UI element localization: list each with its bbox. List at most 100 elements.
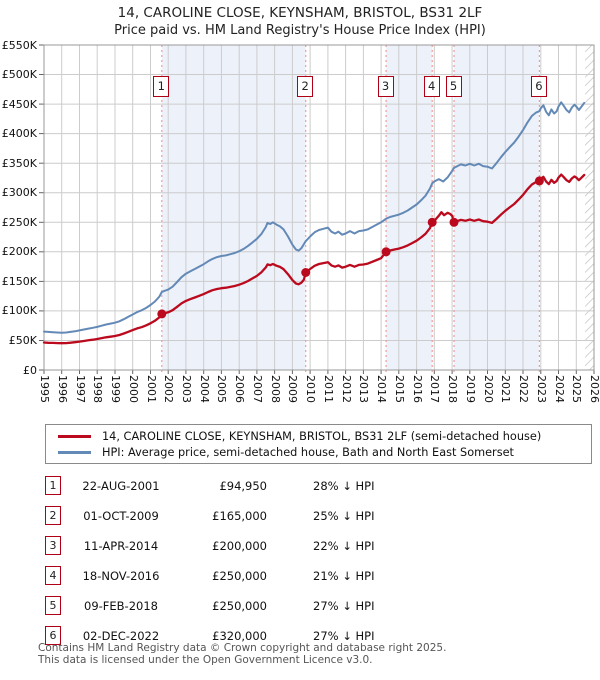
x-axis-label: 2009 xyxy=(286,375,300,403)
row-number-badge: 1 xyxy=(45,476,61,495)
sale-hpi-delta: 27% ↓ HPI xyxy=(313,629,375,643)
x-axis-label: 2000 xyxy=(126,375,140,403)
x-axis-label: 2026 xyxy=(588,375,600,403)
x-axis-label: 2003 xyxy=(179,375,193,403)
x-axis-label: 2010 xyxy=(304,375,318,403)
row-number-badge: 5 xyxy=(45,596,61,615)
table-row: 4 18-NOV-2016 £250,000 21% ↓ HPI xyxy=(0,566,600,596)
legend-line-swatch xyxy=(58,450,91,454)
x-axis-label: 2001 xyxy=(144,375,158,403)
row-number-badge: 2 xyxy=(45,506,61,525)
x-axis-label: 2023 xyxy=(534,375,548,403)
table-row: 5 09-FEB-2018 £250,000 27% ↓ HPI xyxy=(0,596,600,626)
legend-entry: HPI: Average price, semi-detached house,… xyxy=(46,444,591,460)
sale-price: £200,000 xyxy=(212,539,267,553)
x-axis-label: 2024 xyxy=(552,375,566,403)
x-axis-label: 2011 xyxy=(321,375,335,403)
x-axis-label: 2021 xyxy=(499,375,513,403)
sale-marker-4: 4 xyxy=(423,76,440,97)
x-axis-label: 2025 xyxy=(570,375,584,403)
x-axis-label: 2022 xyxy=(517,375,530,403)
x-axis-label: 2016 xyxy=(410,375,424,403)
y-axis-label: £200K xyxy=(1,245,37,259)
sale-date: 09-FEB-2018 xyxy=(84,599,158,613)
future-hatch xyxy=(585,45,594,370)
y-axis-label: £250K xyxy=(1,215,37,229)
footer-line-2: This data is licensed under the Open Gov… xyxy=(38,653,373,666)
sale-marker-1: 1 xyxy=(153,76,170,97)
x-axis-label: 2017 xyxy=(428,375,442,403)
series-line xyxy=(42,173,586,345)
x-axis-label: 2014 xyxy=(375,375,389,403)
x-axis-label: 2007 xyxy=(250,375,264,403)
legend-line-swatch xyxy=(58,434,91,438)
sale-date: 22-AUG-2001 xyxy=(82,479,160,493)
sale-price: £94,950 xyxy=(219,479,267,493)
footer: Contains HM Land Registry data © Crown c… xyxy=(38,642,447,666)
x-axis-label: 1997 xyxy=(73,375,87,403)
x-axis-label: 2002 xyxy=(162,375,176,403)
x-axis-label: 2020 xyxy=(481,375,495,403)
sale-price: £250,000 xyxy=(212,569,267,583)
shaded-band xyxy=(386,45,433,370)
sale-point xyxy=(427,217,437,227)
page-title: 14, CAROLINE CLOSE, KEYNSHAM, BRISTOL, B… xyxy=(117,5,483,21)
table-row: 3 11-APR-2014 £200,000 22% ↓ HPI xyxy=(0,536,600,566)
sale-price: £165,000 xyxy=(212,509,267,523)
footer-line-1: Contains HM Land Registry data © Crown c… xyxy=(38,642,447,654)
y-axis-label: £150K xyxy=(1,274,37,288)
x-axis-label: 1995 xyxy=(38,375,51,403)
x-axis-label: 2006 xyxy=(233,375,247,403)
x-axis-label: 2008 xyxy=(268,375,282,403)
sale-date: 18-NOV-2016 xyxy=(82,569,160,583)
row-number-badge: 4 xyxy=(45,566,61,585)
y-axis-label: £300K xyxy=(1,186,37,200)
sale-point xyxy=(381,247,391,257)
y-axis-label: £450K xyxy=(1,97,37,111)
shaded-band xyxy=(454,45,540,370)
row-number-badge: 3 xyxy=(45,536,61,555)
sale-date: 02-DEC-2022 xyxy=(82,629,160,643)
sale-hpi-delta: 28% ↓ HPI xyxy=(313,479,375,493)
sale-marker-6: 6 xyxy=(530,76,547,97)
shaded-band xyxy=(161,45,306,370)
y-axis-label: £0 xyxy=(23,363,37,377)
x-axis-label: 1998 xyxy=(91,375,105,403)
chart-canvas xyxy=(39,44,595,374)
x-axis-label: 1996 xyxy=(55,375,69,403)
sale-date: 11-APR-2014 xyxy=(83,539,159,553)
sale-marker-2: 2 xyxy=(297,76,314,97)
sale-hpi-delta: 25% ↓ HPI xyxy=(313,509,375,523)
table-row: 1 22-AUG-2001 £94,950 28% ↓ HPI xyxy=(0,476,600,506)
series-line xyxy=(43,101,586,334)
plot-border xyxy=(43,44,595,371)
row-number-badge: 6 xyxy=(45,626,61,645)
sale-point xyxy=(157,309,167,319)
sale-point xyxy=(534,176,544,186)
sale-marker-5: 5 xyxy=(445,76,462,97)
x-axis-label: 2005 xyxy=(215,375,229,403)
sale-price: £250,000 xyxy=(212,599,267,613)
sale-price: £320,000 xyxy=(212,629,267,643)
sale-marker-3: 3 xyxy=(377,76,394,97)
table-row: 2 01-OCT-2009 £165,000 25% ↓ HPI xyxy=(0,506,600,536)
x-axis-label: 2018 xyxy=(446,375,460,403)
x-axis-label: 2019 xyxy=(463,375,477,403)
y-axis-label: £100K xyxy=(1,304,37,318)
legend-entry: 14, CAROLINE CLOSE, KEYNSHAM, BRISTOL, B… xyxy=(46,428,591,444)
page-subtitle: Price paid vs. HM Land Registry's House … xyxy=(114,23,486,38)
legend-label: 14, CAROLINE CLOSE, KEYNSHAM, BRISTOL, B… xyxy=(102,429,542,443)
y-axis-label: £550K xyxy=(1,38,37,52)
y-axis-label: £500K xyxy=(1,68,37,81)
table-row: 6 02-DEC-2022 £320,000 27% ↓ HPI xyxy=(0,626,600,656)
sale-date: 01-OCT-2009 xyxy=(83,509,159,523)
x-axis-label: 2012 xyxy=(339,375,353,403)
x-axis-label: 2004 xyxy=(197,375,211,403)
x-axis-label: 2013 xyxy=(357,375,371,403)
y-axis-label: £400K xyxy=(1,127,37,141)
x-axis-label: 1999 xyxy=(109,375,122,403)
y-axis-label: £350K xyxy=(1,156,37,170)
y-axis-label: £50K xyxy=(8,334,37,347)
sale-hpi-delta: 22% ↓ HPI xyxy=(313,539,375,553)
